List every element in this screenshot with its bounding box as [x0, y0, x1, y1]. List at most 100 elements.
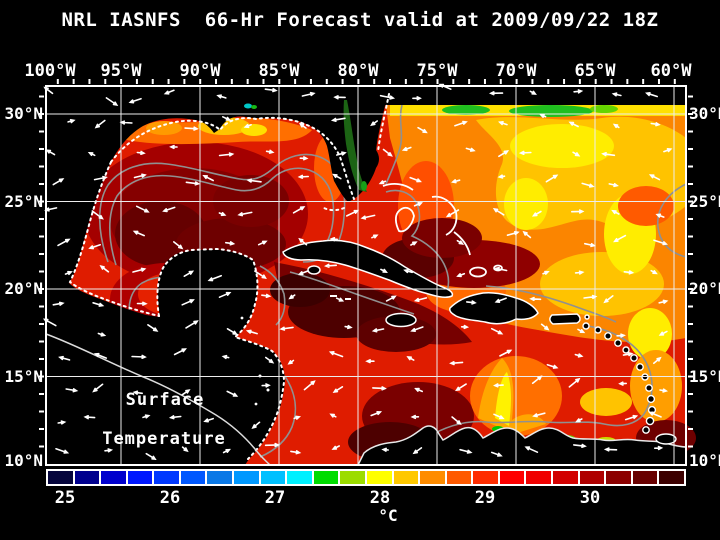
- vector-arrow: [410, 326, 424, 332]
- vector-arrow: [265, 149, 275, 154]
- vector-arrow: [254, 270, 267, 280]
- vector-arrow: [613, 234, 627, 243]
- vector-arrow: [466, 300, 477, 305]
- island-great-inagua: [469, 266, 487, 278]
- vector-arrow: [246, 178, 262, 183]
- lon-label-90w: 90°W: [179, 61, 221, 81]
- vector-arrow: [460, 324, 470, 330]
- vector-arrow: [410, 414, 420, 420]
- vector-arrow: [181, 389, 191, 396]
- vector-arrow: [658, 330, 668, 336]
- vector-arrow: [288, 294, 296, 300]
- colorbar-unit: °C: [378, 506, 398, 525]
- vector-arrow: [145, 452, 157, 461]
- island-puerto-rico: [549, 313, 581, 325]
- vector-arrow: [299, 156, 309, 161]
- vector-arrow: [298, 237, 308, 246]
- island-virgin-islands: [584, 314, 590, 320]
- vector-arrow: [265, 356, 275, 364]
- vector-arrow: [451, 416, 462, 425]
- vector-arrow: [603, 295, 614, 304]
- vector-arrow: [539, 113, 547, 118]
- vector-arrow: [531, 375, 543, 385]
- vector-arrow: [573, 443, 587, 448]
- contour-atlantic: [385, 104, 403, 185]
- vector-arrow: [360, 214, 376, 220]
- sst-yellow-patch: [510, 124, 614, 168]
- contour-yucatan-bank: [259, 265, 286, 326]
- lat-label-right-30n: 30°N: [689, 104, 720, 123]
- vector-arrow: [385, 295, 397, 302]
- lat-label-right-20n: 20°N: [689, 279, 720, 298]
- vector-arrow: [497, 174, 506, 179]
- vector-arrow: [225, 241, 236, 246]
- vector-arrow: [370, 120, 378, 127]
- lat-label-right-10n: 10°N: [689, 451, 720, 470]
- colorbar-cell: [446, 471, 472, 484]
- vector-arrow: [542, 270, 550, 275]
- vector-arrow: [489, 91, 504, 96]
- lon-label-80w: 80°W: [337, 61, 379, 81]
- vector-arrow: [498, 150, 510, 158]
- antilles-island: [594, 326, 602, 334]
- vector-arrow: [181, 446, 189, 453]
- vector-arrow: [409, 176, 422, 183]
- vector-arrow: [518, 150, 532, 155]
- coast-yucatan-central-america: [156, 247, 286, 460]
- sst-shelf-orange: [146, 121, 182, 135]
- colorbar-tick-30: 30: [579, 488, 601, 508]
- vector-arrow: [147, 324, 159, 332]
- vector-arrow: [663, 148, 673, 153]
- sst-map: Surface Temperature: [39, 79, 696, 466]
- vector-arrow: [203, 417, 214, 423]
- vector-arrow: [492, 207, 505, 216]
- islet: [266, 388, 270, 392]
- vector-arrow: [132, 390, 143, 395]
- vector-arrow: [261, 383, 271, 388]
- colorbar-cell: [207, 471, 233, 484]
- lat-label-left-10n: 10°N: [4, 451, 43, 470]
- colorbar-cell: [632, 471, 658, 484]
- lesser-antilles-chain: [582, 322, 677, 445]
- vector-arrow: [494, 297, 507, 303]
- vector-arrow: [490, 327, 504, 335]
- colorbar-cell: [552, 471, 578, 484]
- colorbar-cell: [287, 471, 312, 484]
- colorbar-cell: [260, 471, 286, 484]
- colorbar-cell: [74, 471, 100, 484]
- vector-arrow: [608, 182, 619, 188]
- vector-arrow: [571, 209, 585, 214]
- vector-arrow: [184, 126, 199, 131]
- florida-green-speck: [361, 181, 367, 191]
- vector-arrow: [297, 270, 309, 276]
- contour-loop-current-outer: [98, 153, 346, 263]
- vector-arrow: [648, 174, 661, 181]
- vector-arrow: [222, 448, 232, 454]
- vector-arrow: [93, 352, 108, 359]
- colorbar-cell: [48, 471, 73, 484]
- vector-arrow: [336, 151, 347, 156]
- vector-arrow: [612, 123, 620, 129]
- vector-arrow: [202, 174, 214, 182]
- antilles-island: [642, 426, 650, 434]
- island-jamaica: [385, 312, 417, 328]
- antilles-island: [630, 354, 638, 362]
- antilles-island: [604, 332, 612, 340]
- vector-arrow: [324, 263, 337, 268]
- vector-arrow: [583, 294, 598, 300]
- island-cayman: [345, 298, 351, 300]
- lat-label-right-25n: 25°N: [689, 192, 720, 211]
- island-trinidad: [655, 433, 677, 445]
- vector-arrow: [577, 328, 586, 334]
- lon-label-65w: 65°W: [574, 61, 616, 81]
- colorbar-cell: [340, 471, 365, 484]
- vector-arrow: [403, 269, 413, 274]
- lat-label-left-25n: 25°N: [4, 192, 43, 211]
- vector-arrow: [568, 121, 579, 128]
- graticule: [46, 86, 686, 465]
- vector-arrow: [490, 451, 503, 457]
- vector-arrow: [221, 354, 230, 360]
- vector-arrow: [87, 151, 96, 157]
- vector-arrow: [292, 206, 306, 214]
- vector-arrow: [572, 151, 581, 157]
